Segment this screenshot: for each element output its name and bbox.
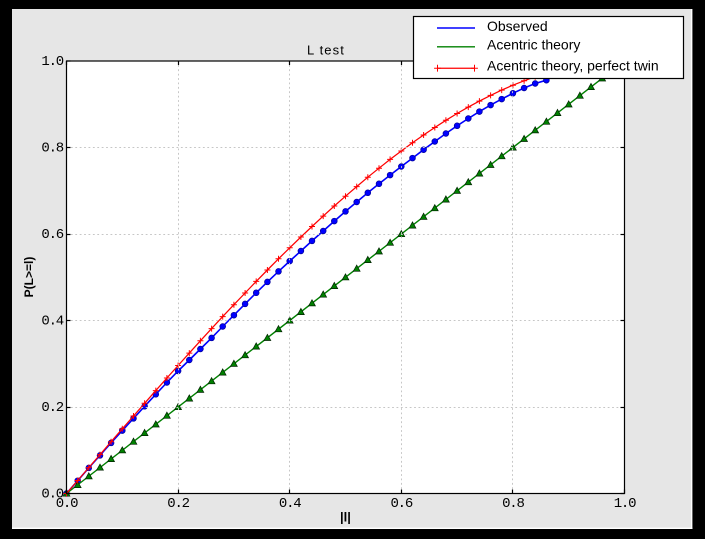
svg-text:0.8: 0.8 bbox=[41, 141, 63, 157]
svg-text:0.6: 0.6 bbox=[41, 227, 63, 243]
svg-text:0.0: 0.0 bbox=[41, 487, 63, 503]
svg-text:P(L>=l): P(L>=l) bbox=[22, 257, 36, 298]
svg-text:0.6: 0.6 bbox=[390, 496, 412, 512]
svg-text:L test: L test bbox=[307, 43, 345, 58]
svg-text:0.2: 0.2 bbox=[41, 400, 63, 416]
svg-text:Acentric theory: Acentric theory bbox=[487, 37, 580, 53]
svg-text:0.2: 0.2 bbox=[167, 496, 189, 512]
svg-text:0.4: 0.4 bbox=[41, 314, 63, 330]
svg-text:Observed: Observed bbox=[487, 18, 548, 34]
svg-text:1.0: 1.0 bbox=[614, 496, 636, 512]
svg-text:Acentric theory, perfect twin: Acentric theory, perfect twin bbox=[487, 57, 659, 73]
svg-text:0.8: 0.8 bbox=[502, 496, 524, 512]
svg-text:1.0: 1.0 bbox=[41, 54, 63, 70]
svg-text:|l|: |l| bbox=[340, 510, 351, 525]
svg-text:0.0: 0.0 bbox=[56, 496, 78, 512]
svg-text:0.4: 0.4 bbox=[279, 496, 301, 512]
